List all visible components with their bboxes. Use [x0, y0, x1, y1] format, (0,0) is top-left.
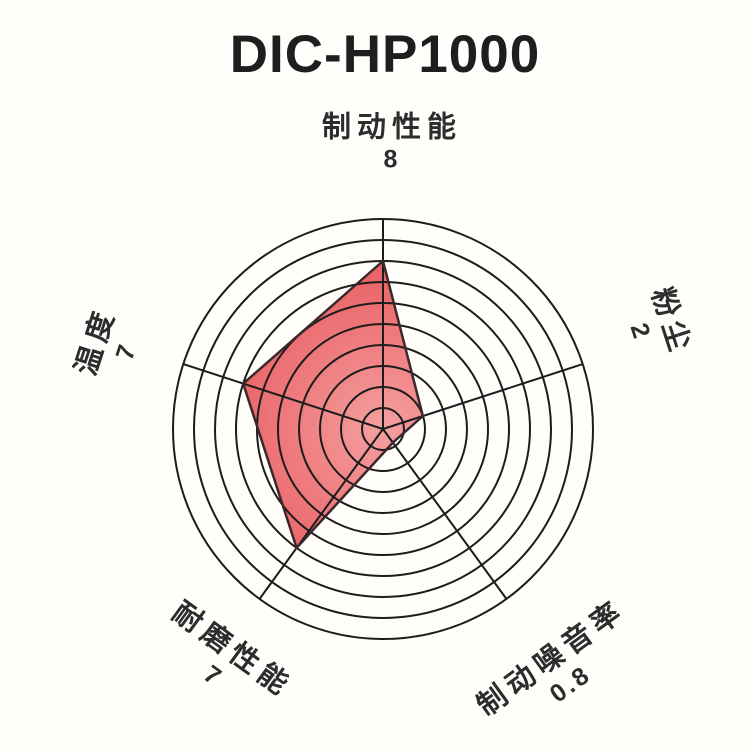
axis-spoke: [382, 363, 584, 430]
axis-spoke: [182, 363, 384, 430]
page-title: DIC-HP1000: [229, 25, 541, 84]
axis-spoke: [258, 428, 384, 600]
radar-data-outline: [241, 259, 425, 550]
axis-label-braking-performance: 制动性能 8: [321, 111, 463, 174]
axis-spoke: [382, 428, 508, 600]
axis-name-text: 制动性能: [321, 111, 463, 144]
radar-axis-spokes: [182, 219, 584, 600]
axis-value-text: 8: [383, 145, 401, 174]
